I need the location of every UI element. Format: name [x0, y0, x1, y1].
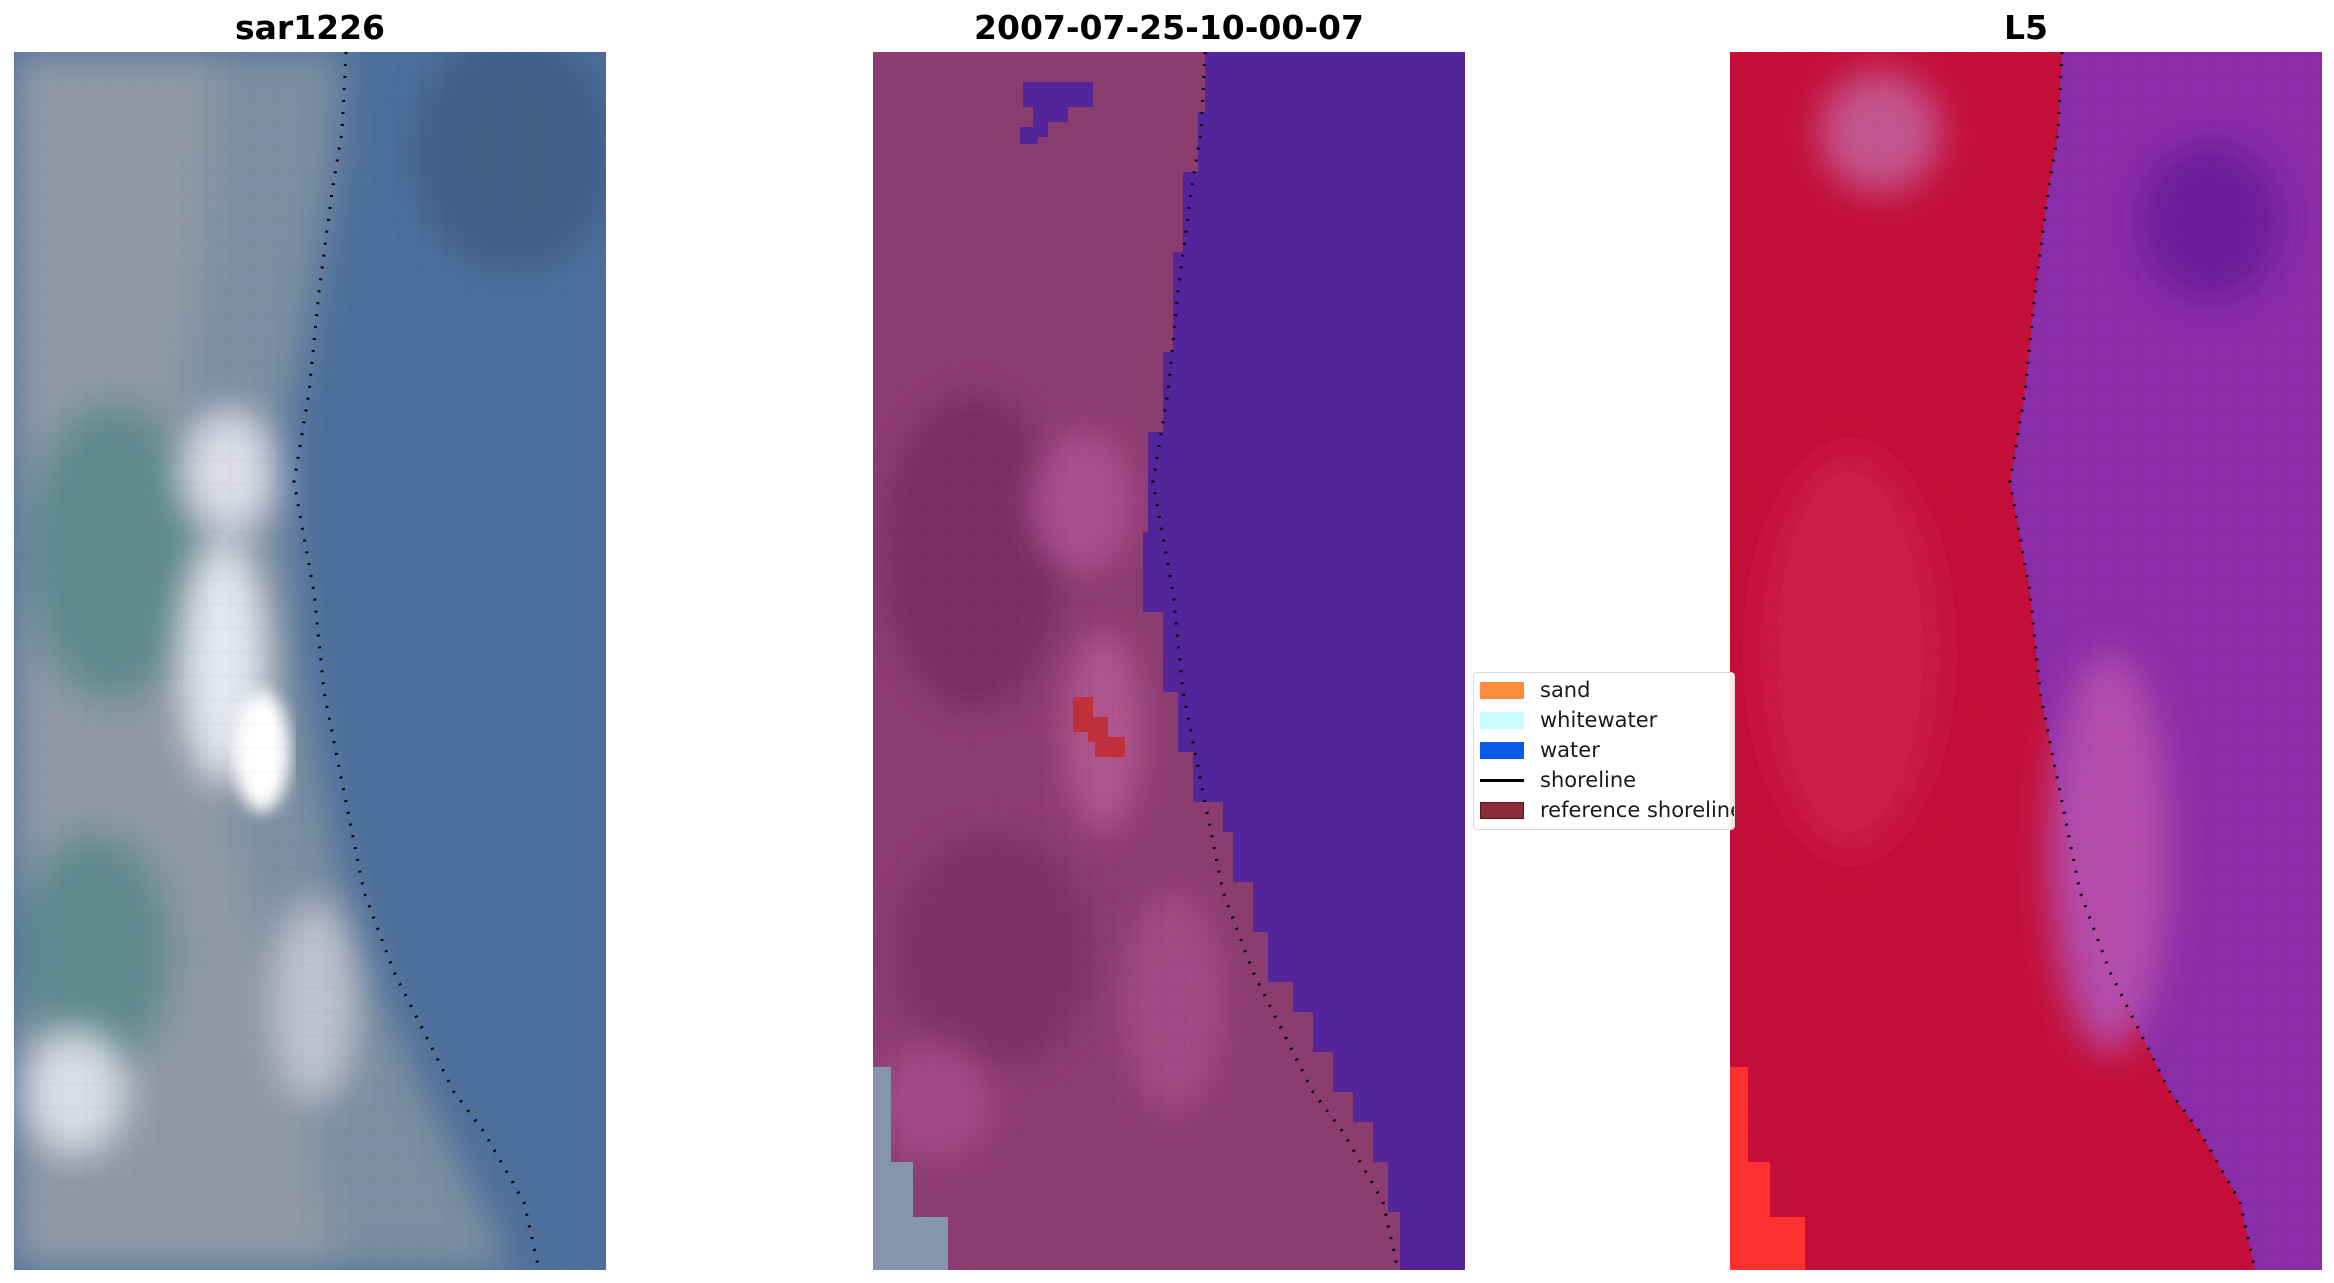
classified-image [873, 52, 1465, 1270]
legend-item-shoreline: shoreline [1480, 767, 1636, 793]
shoreline-index [2008, 52, 2257, 1270]
water-region [1143, 52, 1465, 1270]
sand-patch [1073, 697, 1125, 757]
legend-swatch-reference-shoreline [1480, 801, 1524, 819]
legend-label-reference-shoreline: reference shoreline [1540, 798, 1735, 822]
legend-item-reference-shoreline: reference shoreline [1480, 797, 1735, 823]
legend-label-whitewater: whitewater [1540, 708, 1658, 732]
legend-item-water: water [1480, 737, 1600, 763]
legend-line-shoreline [1480, 778, 1524, 782]
legend: sand whitewater water shoreline referenc… [1473, 672, 1735, 830]
classified-image-panel [873, 52, 1465, 1270]
legend-label-water: water [1540, 738, 1600, 762]
legend-swatch-whitewater [1480, 711, 1524, 729]
legend-label-shoreline: shoreline [1540, 768, 1637, 792]
index-image [1730, 52, 2322, 1270]
legend-item-sand: sand [1480, 677, 1590, 703]
panel-title-rgb: sar1226 [234, 8, 386, 47]
water-patch-top [1020, 82, 1093, 144]
whitewater-corner [873, 1067, 948, 1270]
index-image-panel [1730, 52, 2322, 1270]
rgb-image-panel [14, 52, 606, 1270]
panel-title-classified: 2007-07-25-10-00-07 [974, 8, 1364, 47]
rgb-image [14, 52, 606, 1270]
bright-red-corner [1730, 1067, 1805, 1270]
legend-swatch-sand [1480, 681, 1524, 699]
legend-item-whitewater: whitewater [1480, 707, 1657, 733]
shoreline-classified [1151, 52, 1400, 1270]
shoreline-rgb [292, 52, 541, 1270]
legend-label-sand: sand [1540, 678, 1591, 702]
legend-swatch-water [1480, 741, 1524, 759]
panel-title-index: L5 [2004, 8, 2048, 47]
